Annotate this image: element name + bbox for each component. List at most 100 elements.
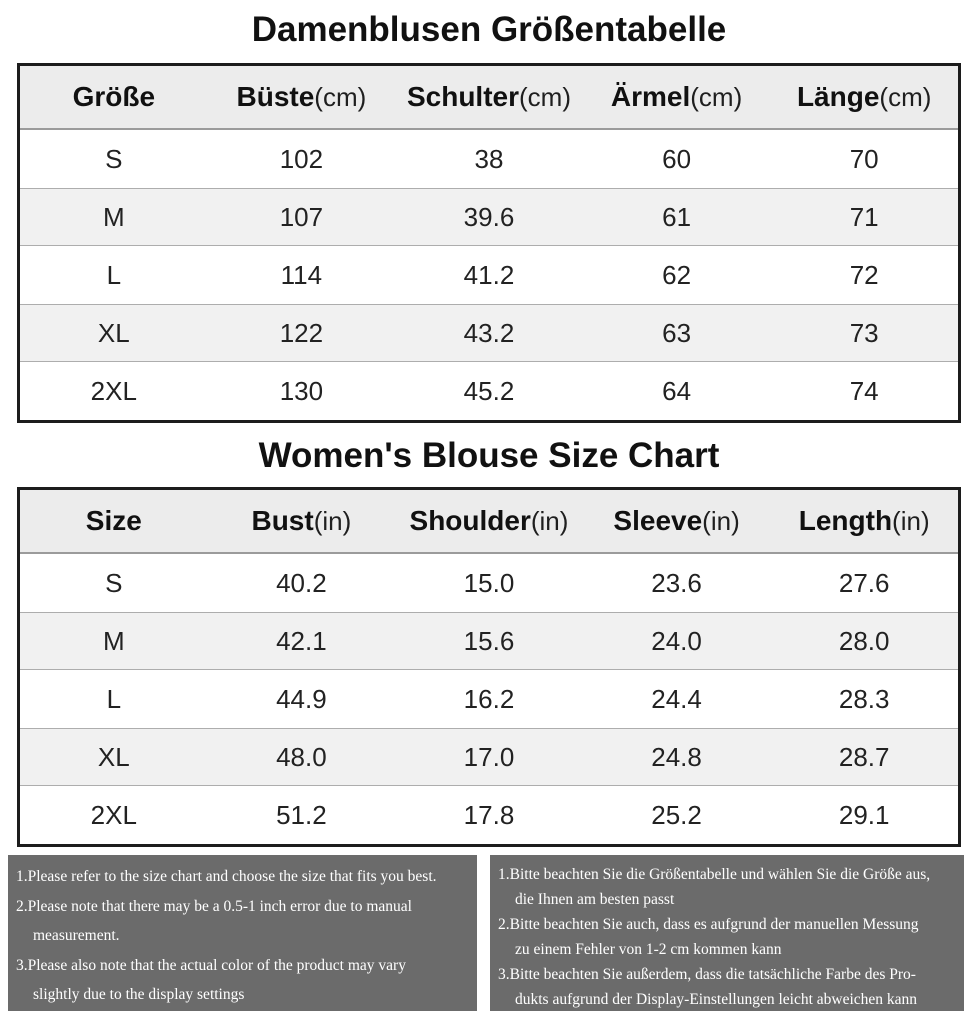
cell-size: M xyxy=(102,201,125,232)
size-table-inches: Size Bust(in) Shoulder(in) Sleeve(in) Le… xyxy=(17,487,961,847)
cell-length: 28.7 xyxy=(838,741,890,772)
header-label: Büste xyxy=(236,81,315,112)
title-german-size-chart: Damenblusen Größentabelle xyxy=(251,10,727,49)
cell-bust: 122 xyxy=(279,317,324,348)
cell-bust: 102 xyxy=(279,143,324,174)
notes-panel-english: 1.Please refer to the size chart and cho… xyxy=(8,855,477,1011)
table-row-s: S 102 38 60 70 xyxy=(20,130,958,188)
table-row-l: L 44.9 16.2 24.4 28.3 xyxy=(20,670,958,728)
note-line: dukts aufgrund der Display-Einstellungen… xyxy=(515,991,918,1008)
note-line: zu einem Fehler von 1-2 cm kommen kann xyxy=(515,941,782,958)
header-unit: (in) xyxy=(530,506,569,536)
cell-sleeve: 60 xyxy=(662,143,692,174)
cell-sleeve: 24.4 xyxy=(651,683,702,714)
notes-panel-german: 1.Bitte beachten Sie die Größentabelle u… xyxy=(490,855,964,1011)
header-cell-size: Size xyxy=(20,505,208,537)
header-label: Größe xyxy=(72,81,156,112)
cell-sleeve: 63 xyxy=(662,317,692,348)
cell-sleeve: 61 xyxy=(662,201,692,232)
cell-bust: 40.2 xyxy=(276,567,327,598)
header-label: Length xyxy=(798,505,893,536)
note-line: 2.Please note that there may be a 0.5-1 … xyxy=(16,897,412,915)
cell-sleeve: 23.6 xyxy=(651,567,702,598)
cell-bust: 48.0 xyxy=(276,741,327,772)
cell-size: S xyxy=(105,143,123,174)
header-cell-shoulder: Schulter(cm) xyxy=(395,81,583,113)
table-header-row: Größe Büste(cm) Schulter(cm) Ärmel(cm) L… xyxy=(20,66,958,130)
header-cell-length: Länge(cm) xyxy=(770,81,958,113)
footer-notes: 1.Please refer to the size chart and cho… xyxy=(8,855,964,1011)
cell-shoulder: 39.6 xyxy=(463,201,515,232)
header-label: Sleeve xyxy=(613,505,703,536)
cell-size: 2XL xyxy=(90,799,137,830)
table-row-2xl: 2XL 51.2 17.8 25.2 29.1 xyxy=(20,786,958,844)
cell-bust: 130 xyxy=(279,375,324,406)
cell-size: XL xyxy=(97,741,130,772)
cell-length: 27.6 xyxy=(838,567,890,598)
cell-shoulder: 15.0 xyxy=(463,567,515,598)
note-line: 3.Bitte beachten Sie außerdem, dass die … xyxy=(498,966,916,983)
header-label: Länge xyxy=(796,81,880,112)
cell-length: 72 xyxy=(849,259,879,290)
cell-shoulder: 17.8 xyxy=(463,799,515,830)
cell-length: 28.3 xyxy=(838,683,890,714)
cell-length: 28.0 xyxy=(838,625,890,656)
header-label: Shoulder xyxy=(409,505,531,536)
note-line: measurement. xyxy=(33,927,120,944)
cell-size: L xyxy=(106,259,122,290)
header-cell-sleeve: Sleeve(in) xyxy=(583,505,771,537)
header-cell-size: Größe xyxy=(20,81,208,113)
cell-bust: 51.2 xyxy=(276,799,327,830)
note-line: slightly due to the display settings xyxy=(33,986,245,1003)
cell-shoulder: 17.0 xyxy=(463,741,515,772)
header-unit: (cm) xyxy=(314,82,367,112)
table-row-2xl: 2XL 130 45.2 64 74 xyxy=(20,362,958,420)
table-row-s: S 40.2 15.0 23.6 27.6 xyxy=(20,554,958,612)
header-cell-bust: Bust(in) xyxy=(208,505,396,537)
cell-size: S xyxy=(105,567,123,598)
cell-length: 74 xyxy=(849,375,879,406)
cell-size: XL xyxy=(97,317,130,348)
cell-length: 71 xyxy=(849,201,879,232)
cell-shoulder: 43.2 xyxy=(463,317,515,348)
header-cell-shoulder: Shoulder(in) xyxy=(395,505,583,537)
table-row-xl: XL 122 43.2 63 73 xyxy=(20,304,958,362)
cell-length: 73 xyxy=(849,317,879,348)
cell-shoulder: 41.2 xyxy=(463,259,515,290)
table-row-xl: XL 48.0 17.0 24.8 28.7 xyxy=(20,728,958,786)
cell-size: L xyxy=(106,683,122,714)
cell-size: 2XL xyxy=(90,375,137,406)
cell-bust: 107 xyxy=(279,201,324,232)
header-cell-bust: Büste(cm) xyxy=(208,81,396,113)
note-line: 3.Please also note that the actual color… xyxy=(16,956,406,974)
cell-shoulder: 38 xyxy=(474,143,504,174)
note-line: 1.Bitte beachten Sie die Größentabelle u… xyxy=(498,866,931,883)
header-label: Bust xyxy=(251,505,314,536)
note-line: 1.Please refer to the size chart and cho… xyxy=(16,868,437,885)
cell-bust: 42.1 xyxy=(276,625,327,656)
header-unit: (in) xyxy=(702,506,740,536)
cell-shoulder: 16.2 xyxy=(463,683,515,714)
cell-shoulder: 45.2 xyxy=(463,375,515,406)
note-line: die Ihnen am besten passt xyxy=(515,891,675,908)
cell-size: M xyxy=(102,625,125,656)
cell-shoulder: 15.6 xyxy=(463,625,515,656)
cell-sleeve: 25.2 xyxy=(651,799,702,830)
table-row-m: M 107 39.6 61 71 xyxy=(20,188,958,246)
table-row-m: M 42.1 15.6 24.0 28.0 xyxy=(20,612,958,670)
title-english-size-chart: Women's Blouse Size Chart xyxy=(258,436,720,475)
header-unit: (cm) xyxy=(879,82,932,112)
header-cell-sleeve: Ärmel(cm) xyxy=(583,81,771,113)
table-row-l: L 114 41.2 62 72 xyxy=(20,246,958,304)
header-label: Ärmel xyxy=(610,81,691,112)
header-unit: (cm) xyxy=(690,82,743,112)
cell-sleeve: 24.8 xyxy=(651,741,702,772)
cell-sleeve: 24.0 xyxy=(651,625,702,656)
header-unit: (in) xyxy=(313,506,352,536)
header-unit: (in) xyxy=(892,506,930,536)
cell-length: 29.1 xyxy=(838,799,890,830)
header-unit: (cm) xyxy=(519,82,571,112)
header-cell-length: Length(in) xyxy=(770,505,958,537)
cell-sleeve: 64 xyxy=(662,375,692,406)
note-line: 2.Bitte beachten Sie auch, dass es aufgr… xyxy=(498,916,919,933)
